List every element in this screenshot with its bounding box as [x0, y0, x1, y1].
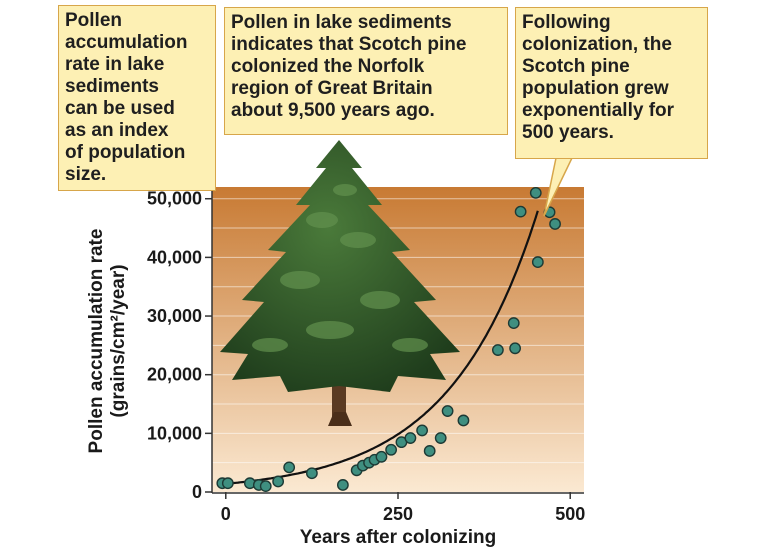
x-tick-label: 250 — [383, 504, 413, 524]
data-point — [549, 218, 561, 230]
data-point — [375, 450, 388, 463]
data-point — [509, 342, 522, 355]
data-point — [531, 256, 544, 268]
y-tick-label: 20,000 — [147, 365, 202, 385]
y-axis-label-line1: Pollen accumulation rate — [86, 229, 107, 454]
y-tick-label: 40,000 — [147, 247, 202, 267]
data-point — [434, 432, 447, 444]
data-point — [283, 461, 296, 474]
data-point — [221, 477, 234, 490]
scotch-pine-tree-illustration — [220, 140, 460, 426]
data-point — [385, 443, 398, 456]
y-axis-label-line2: (grains/cm²/year) — [108, 264, 129, 417]
data-point — [404, 432, 417, 444]
y-tick-label: 30,000 — [147, 306, 202, 326]
data-point — [441, 405, 454, 417]
y-tick-label: 0 — [192, 482, 202, 502]
data-point — [514, 205, 527, 218]
callout-middle: Pollen in lake sediments indicates that … — [224, 7, 508, 135]
data-point — [259, 480, 272, 493]
x-ticks: 0 250 500 — [221, 492, 585, 524]
callout-right: Following colonization, the Scotch pine … — [515, 7, 708, 159]
data-point — [416, 424, 429, 437]
data-point — [305, 467, 318, 480]
x-tick-label: 500 — [555, 504, 585, 524]
callout-left: Pollen accumulation rate in lake sedimen… — [58, 5, 216, 191]
data-point — [272, 475, 285, 488]
data-point — [491, 344, 504, 356]
data-points — [216, 186, 561, 493]
data-point — [507, 317, 520, 329]
y-ticks: 0 10,000 20,000 30,000 40,000 50,000 — [147, 189, 212, 502]
data-point — [529, 186, 542, 199]
y-tick-label: 50,000 — [147, 189, 202, 209]
y-tick-label: 10,000 — [147, 423, 202, 443]
data-point — [336, 479, 349, 491]
data-point — [423, 445, 436, 457]
x-axis-label: Years after colonizing — [300, 527, 496, 548]
data-point — [457, 414, 470, 427]
x-tick-label: 0 — [221, 504, 231, 524]
